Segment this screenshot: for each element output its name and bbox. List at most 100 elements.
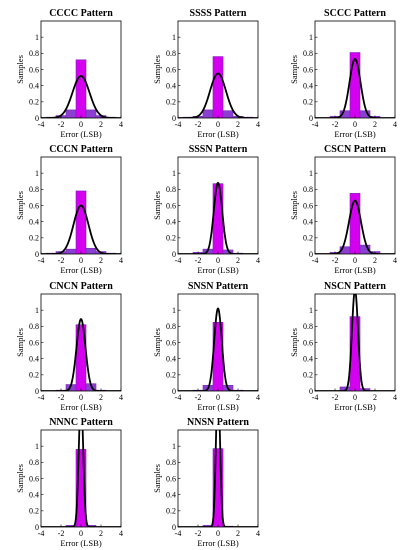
y-tick-label: 0.2 [166, 507, 176, 516]
chart-panel: NSCN Pattern -4 -2 0 2 4 0 0.2 0.4 0.6 0.8 1 Error (… [289, 281, 397, 412]
gaussian-fit-line [178, 181, 258, 254]
y-tick-label: 0.6 [166, 338, 176, 347]
y-tick-label: 0.4 [29, 354, 39, 363]
histogram-bar [212, 56, 224, 118]
x-axis-label: Error (LSB) [334, 129, 375, 139]
x-tick-label: -2 [58, 393, 65, 402]
gaussian-fit-line [315, 199, 395, 254]
y-tick-label: 0.2 [29, 98, 39, 107]
x-tick-label: 4 [256, 529, 260, 538]
y-tick-label: 1 [35, 33, 39, 42]
y-tick-label: 0.8 [303, 185, 313, 194]
y-tick-label: 0.6 [303, 65, 313, 74]
histogram-bar [212, 183, 224, 254]
x-tick-label: 0 [353, 120, 357, 129]
y-axis-label: Samples [15, 191, 25, 220]
x-tick-label: 4 [256, 256, 260, 265]
x-tick-label: -4 [175, 256, 182, 265]
x-tick-label: 2 [99, 120, 103, 129]
x-tick-label: -2 [195, 529, 202, 538]
histogram-bar [222, 110, 234, 118]
y-tick-label: 0 [172, 523, 176, 532]
chart-panel: SSSS Pattern -4 -2 0 2 4 0 0.2 0.4 0.6 0.8 1 Error (… [152, 8, 260, 139]
chart-panel: SNSN Pattern -4 -2 0 2 4 0 0.2 0.4 0.6 0.8 1 Error (… [152, 281, 260, 412]
x-tick-label: 4 [119, 256, 123, 265]
x-tick-label: 4 [393, 256, 397, 265]
x-axis-label: Error (LSB) [60, 402, 101, 412]
x-axis-label: Error (LSB) [60, 129, 101, 139]
gaussian-fit-line [41, 318, 121, 391]
y-tick-label: 0.2 [29, 507, 39, 516]
y-tick-label: 0.2 [166, 371, 176, 380]
y-tick-label: 0.4 [29, 217, 39, 226]
y-tick-label: 0.8 [303, 49, 313, 58]
x-tick-label: 2 [236, 529, 240, 538]
chart-title: CSCN Pattern [324, 144, 386, 155]
x-tick-label: -4 [175, 120, 182, 129]
y-tick-label: 0.6 [29, 65, 39, 74]
y-tick-label: 0 [35, 523, 39, 532]
x-tick-label: -4 [38, 120, 45, 129]
y-tick-label: 0.6 [29, 338, 39, 347]
y-tick-label: 0.8 [29, 49, 39, 58]
x-tick-label: -2 [58, 529, 65, 538]
x-tick-label: 0 [79, 120, 83, 129]
chart-panel: SCCC Pattern -4 -2 0 2 4 0 0.2 0.4 0.6 0.8 1 Error (… [289, 8, 397, 139]
gaussian-fit-line [315, 58, 395, 118]
y-tick-label: 0 [35, 250, 39, 259]
x-tick-label: 4 [119, 120, 123, 129]
chart-title: NNSN Pattern [187, 417, 249, 428]
x-tick-label: -4 [312, 393, 319, 402]
y-tick-label: 0 [309, 114, 313, 123]
x-tick-label: -4 [175, 529, 182, 538]
y-tick-label: 0.6 [303, 201, 313, 210]
histogram-bar [65, 109, 77, 118]
chart-title: SNSN Pattern [188, 281, 249, 292]
y-tick-label: 1 [309, 33, 313, 42]
y-tick-label: 0.4 [303, 217, 313, 226]
x-tick-label: 2 [236, 256, 240, 265]
y-tick-label: 0.4 [29, 490, 39, 499]
y-tick-label: 1 [172, 169, 176, 178]
y-tick-label: 0 [35, 387, 39, 396]
chart-panel: CNCN Pattern -4 -2 0 2 4 0 0.2 0.4 0.6 0.8 1 Error (… [15, 281, 123, 412]
x-tick-label: -4 [175, 393, 182, 402]
x-tick-label: -2 [332, 256, 339, 265]
x-tick-label: 0 [79, 393, 83, 402]
x-tick-label: -4 [38, 529, 45, 538]
y-tick-label: 0.8 [166, 458, 176, 467]
y-tick-label: 0.8 [29, 185, 39, 194]
chart-panel: CSCN Pattern -4 -2 0 2 4 0 0.2 0.4 0.6 0.8 1 Error (… [289, 144, 397, 275]
y-tick-label: 0 [172, 387, 176, 396]
x-axis-label: Error (LSB) [334, 402, 375, 412]
histogram-bar [75, 190, 87, 254]
y-tick-label: 0.6 [166, 65, 176, 74]
y-tick-label: 0.2 [166, 234, 176, 243]
y-tick-label: 1 [35, 442, 39, 451]
x-tick-label: 2 [99, 256, 103, 265]
y-axis-label: Samples [289, 328, 299, 357]
x-tick-label: 2 [99, 393, 103, 402]
x-axis-label: Error (LSB) [60, 265, 101, 275]
gaussian-fit-line [178, 307, 258, 391]
chart-title: NNNC Pattern [49, 417, 113, 428]
x-tick-label: -4 [38, 256, 45, 265]
chart-title: NSCN Pattern [324, 281, 386, 292]
x-axis-label: Error (LSB) [197, 129, 238, 139]
x-tick-label: 2 [99, 529, 103, 538]
y-tick-label: 0.8 [29, 322, 39, 331]
y-tick-label: 0.8 [303, 322, 313, 331]
x-tick-label: 0 [216, 256, 220, 265]
x-tick-label: 0 [353, 393, 357, 402]
y-tick-label: 0.6 [303, 338, 313, 347]
x-tick-label: -2 [195, 120, 202, 129]
chart-title: SSSN Pattern [189, 144, 248, 155]
y-tick-label: 0 [309, 387, 313, 396]
histogram-bar [349, 193, 361, 254]
y-tick-label: 0.2 [303, 98, 313, 107]
chart-panel: NNNC Pattern -4 -2 0 2 4 0 0.2 0.4 0.6 0.8 1 Error (… [15, 417, 123, 548]
chart-panel: SSSN Pattern -4 -2 0 2 4 0 0.2 0.4 0.6 0.8 1 Error (… [152, 144, 260, 275]
x-tick-label: 0 [216, 120, 220, 129]
y-tick-label: 0.6 [29, 474, 39, 483]
